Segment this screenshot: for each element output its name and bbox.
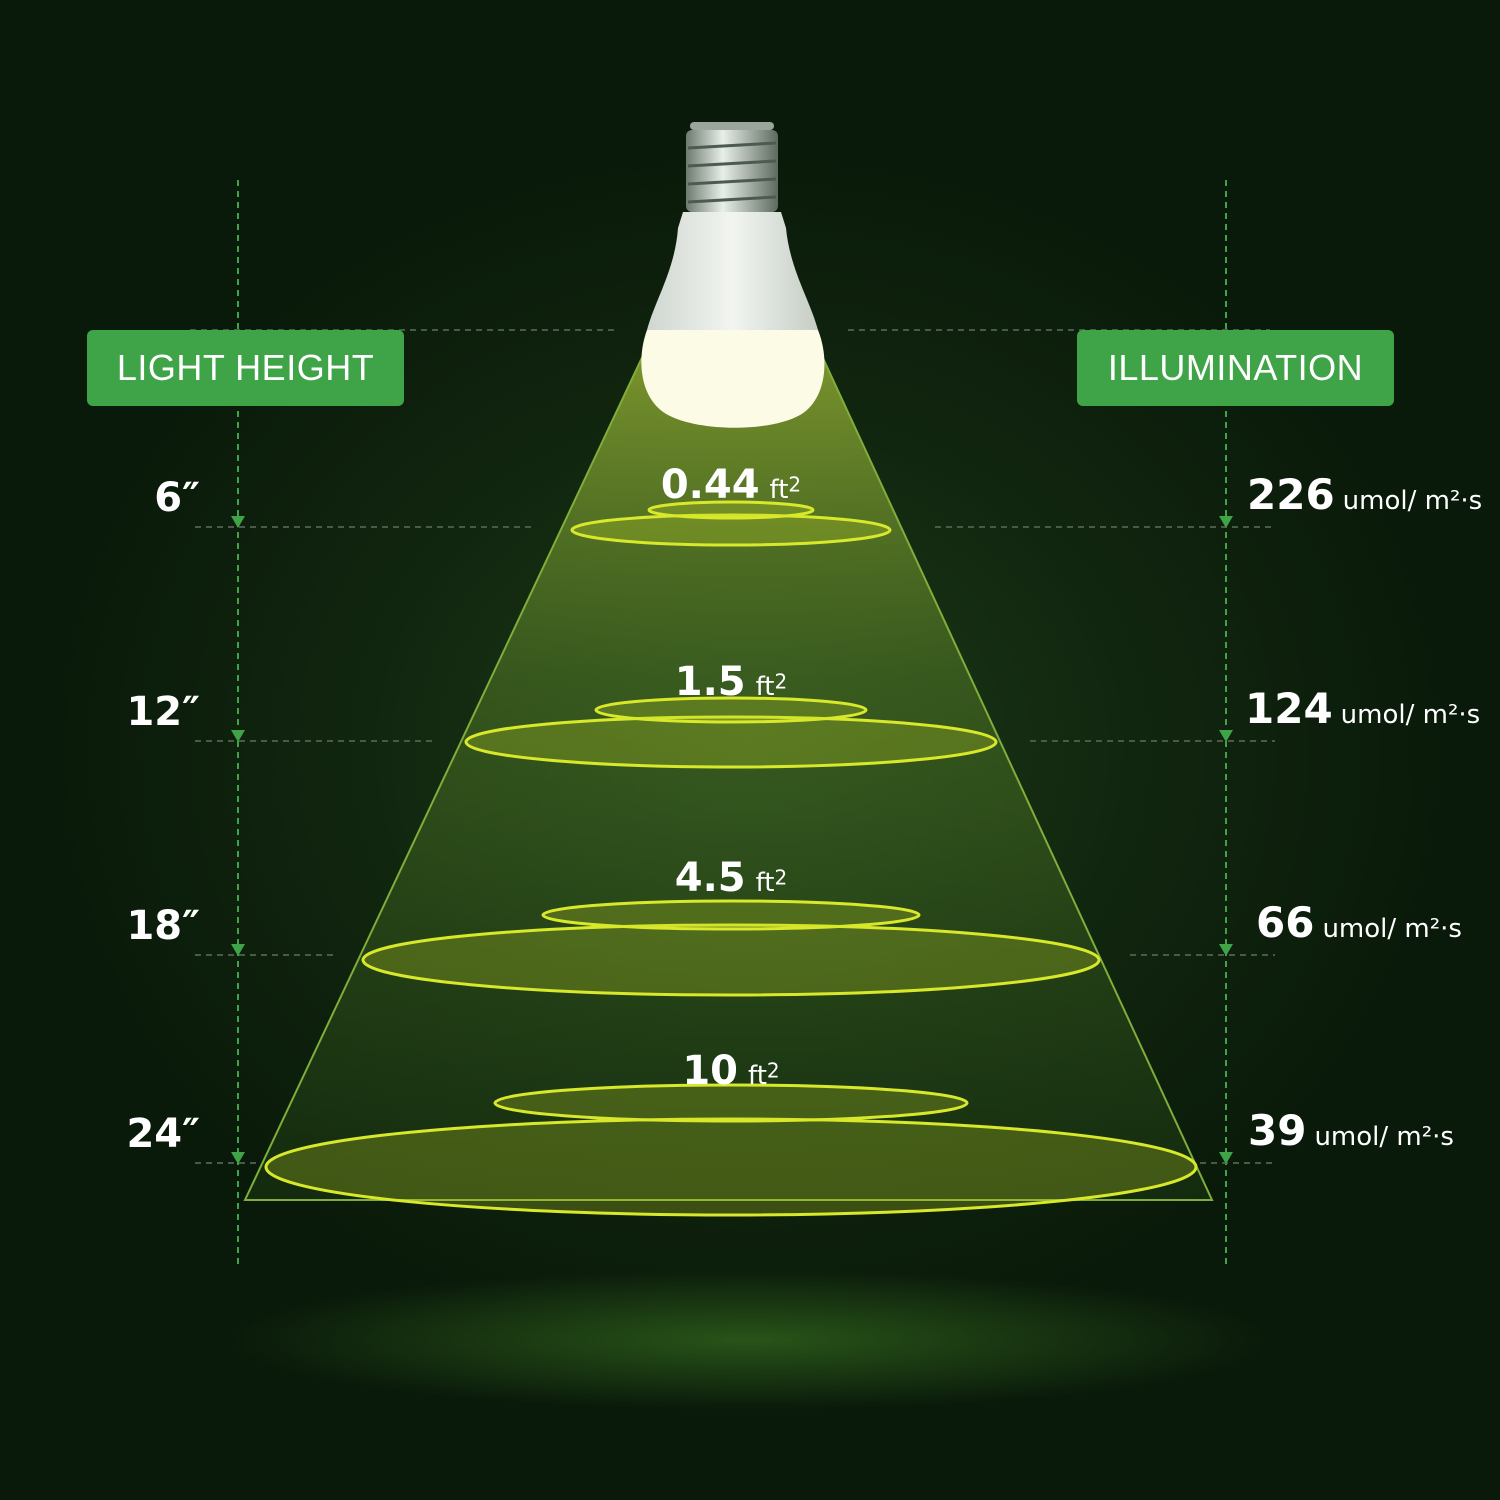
- area-value: 10: [682, 1048, 739, 1094]
- illumination-value: 39: [1248, 1106, 1307, 1155]
- illumination-value: 226: [1247, 470, 1335, 519]
- light-height-value: 6″: [154, 475, 200, 521]
- light-height-value: 24″: [126, 1111, 200, 1157]
- arrow-down-icon: [231, 730, 245, 742]
- illumination-unit: umol/ m²·s: [1340, 700, 1481, 730]
- area-value: 4.5: [674, 855, 746, 901]
- illumination-value: 66: [1256, 898, 1315, 947]
- coverage-ring-outer: [264, 1117, 1198, 1217]
- coverage-area: 1.5 ft2: [581, 659, 881, 705]
- area-unit: ft: [748, 1061, 767, 1091]
- arrow-down-icon: [231, 1152, 245, 1164]
- coverage-area: 10 ft2: [581, 1048, 881, 1094]
- area-exponent: 2: [774, 865, 788, 890]
- coverage-ring-outer: [361, 923, 1101, 997]
- area-unit: ft: [769, 475, 789, 505]
- coverage-area: 4.5 ft2: [581, 855, 881, 901]
- floor-glow: [230, 1270, 1270, 1410]
- light-height-badge: LIGHT HEIGHT: [87, 330, 404, 406]
- coverage-ring-inner: [647, 500, 815, 520]
- arrow-down-icon: [1219, 1152, 1233, 1164]
- light-height-value: 18″: [126, 903, 200, 949]
- area-value: 1.5: [674, 659, 746, 705]
- area-unit: ft: [755, 868, 775, 898]
- illumination-value: 124: [1245, 684, 1333, 733]
- area-value: 0.44: [660, 462, 760, 508]
- coverage-ring-inner: [493, 1083, 969, 1123]
- illumination-unit: umol/ m²·s: [1314, 1122, 1454, 1152]
- coverage-ring-inner: [541, 899, 921, 931]
- arrow-down-icon: [231, 944, 245, 956]
- area-exponent: 2: [788, 472, 802, 497]
- coverage-ring-inner: [594, 696, 868, 724]
- illumination-reading: 66 umol/ m²·s: [1256, 898, 1462, 947]
- coverage-area: 0.44 ft2: [581, 462, 881, 508]
- illumination-badge: ILLUMINATION: [1077, 330, 1394, 406]
- area-exponent: 2: [766, 1058, 780, 1083]
- illumination-reading: 226 umol/ m²·s: [1247, 470, 1482, 519]
- illumination-unit: umol/ m²·s: [1322, 914, 1462, 944]
- illumination-reading: 124 umol/ m²·s: [1245, 684, 1480, 733]
- illumination-reading: 39 umol/ m²·s: [1248, 1106, 1454, 1155]
- area-exponent: 2: [774, 669, 788, 694]
- light-height-value: 12″: [126, 689, 200, 735]
- coverage-ring-outer: [464, 715, 998, 769]
- arrow-down-icon: [231, 516, 245, 528]
- area-unit: ft: [755, 672, 775, 702]
- coverage-ring-outer: [570, 513, 892, 547]
- arrow-down-icon: [1219, 944, 1233, 956]
- bulb-icon: [641, 122, 825, 428]
- arrow-down-icon: [1219, 516, 1233, 528]
- illumination-unit: umol/ m²·s: [1342, 486, 1483, 516]
- arrow-down-icon: [1219, 730, 1233, 742]
